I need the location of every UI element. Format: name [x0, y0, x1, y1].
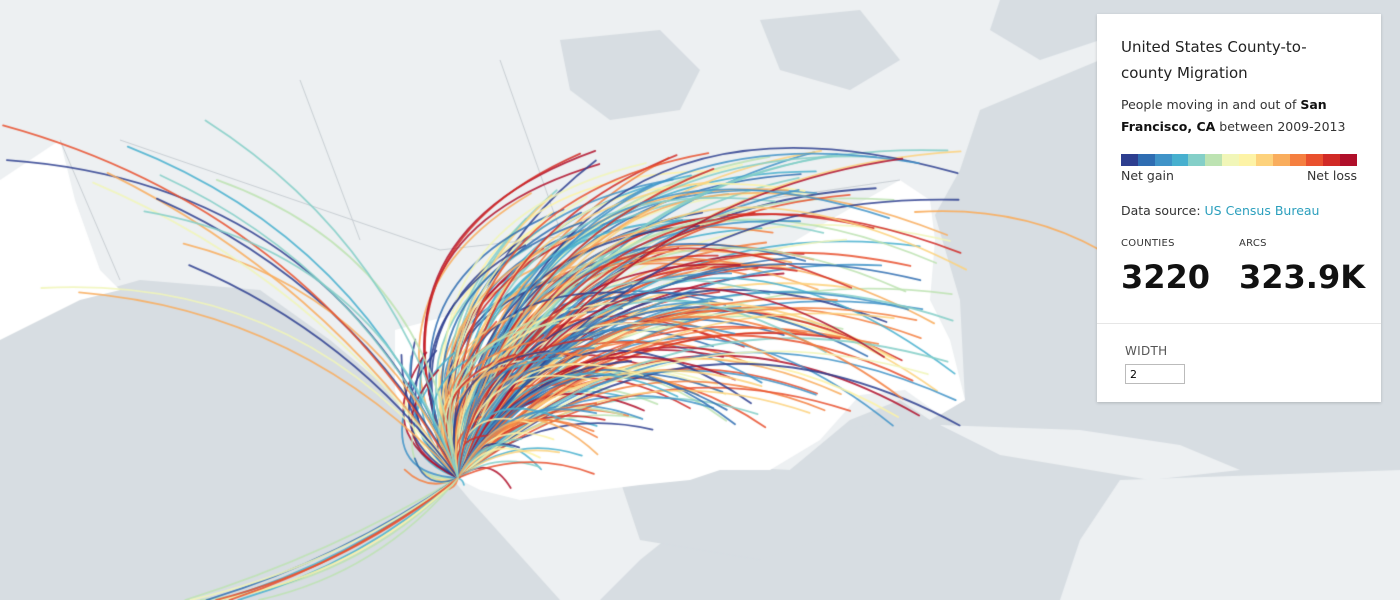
counties-label: COUNTIES — [1121, 238, 1175, 249]
color-scale-swatch — [1323, 154, 1341, 166]
selected-place: San Francisco, CA — [1121, 97, 1327, 134]
color-scale-swatch — [1255, 154, 1273, 166]
counties-stat: COUNTIES 3220 — [1121, 238, 1239, 295]
data-source-prefix: Data source: — [1121, 203, 1205, 218]
arcs-label: ARCS — [1239, 238, 1267, 249]
width-control: WIDTH — [1125, 344, 1185, 384]
color-scale — [1121, 154, 1358, 166]
color-scale-swatch — [1272, 154, 1290, 166]
width-input[interactable] — [1125, 364, 1185, 384]
arcs-stat: ARCS 323.9K — [1239, 238, 1366, 296]
panel-divider — [1097, 323, 1381, 324]
color-scale-swatch — [1222, 154, 1240, 166]
arcs-value: 323.9K — [1239, 258, 1366, 296]
counties-value: 3220 — [1121, 258, 1211, 296]
color-scale-swatch — [1154, 154, 1172, 166]
description-suffix: between 2009-2013 — [1215, 119, 1346, 134]
color-scale-swatch — [1121, 154, 1138, 166]
color-scale-swatch — [1137, 154, 1155, 166]
color-scale-swatch — [1239, 154, 1256, 166]
data-source: Data source: US Census Bureau — [1121, 203, 1357, 218]
description-prefix: People moving in and out of — [1121, 97, 1301, 112]
info-panel: United States County-to-county Migration… — [1097, 14, 1381, 402]
net-gain-label: Net gain — [1121, 168, 1174, 183]
color-scale-swatch — [1306, 154, 1324, 166]
color-scale-swatch — [1188, 154, 1206, 166]
panel-title: United States County-to-county Migration — [1121, 38, 1307, 82]
stats-row: COUNTIES 3220 ARCS 323.9K — [1121, 238, 1366, 296]
net-loss-label: Net loss — [1306, 168, 1357, 183]
color-scale-swatch — [1289, 154, 1307, 166]
width-label: WIDTH — [1125, 344, 1168, 358]
panel-description: People moving in and out of San Francisc… — [1121, 94, 1357, 138]
color-scale-swatch — [1205, 154, 1223, 166]
color-scale-swatch — [1340, 154, 1358, 166]
census-bureau-link[interactable]: US Census Bureau — [1204, 203, 1320, 218]
color-scale-swatch — [1171, 154, 1189, 166]
color-scale-labels: Net gain Net loss — [1121, 168, 1357, 183]
